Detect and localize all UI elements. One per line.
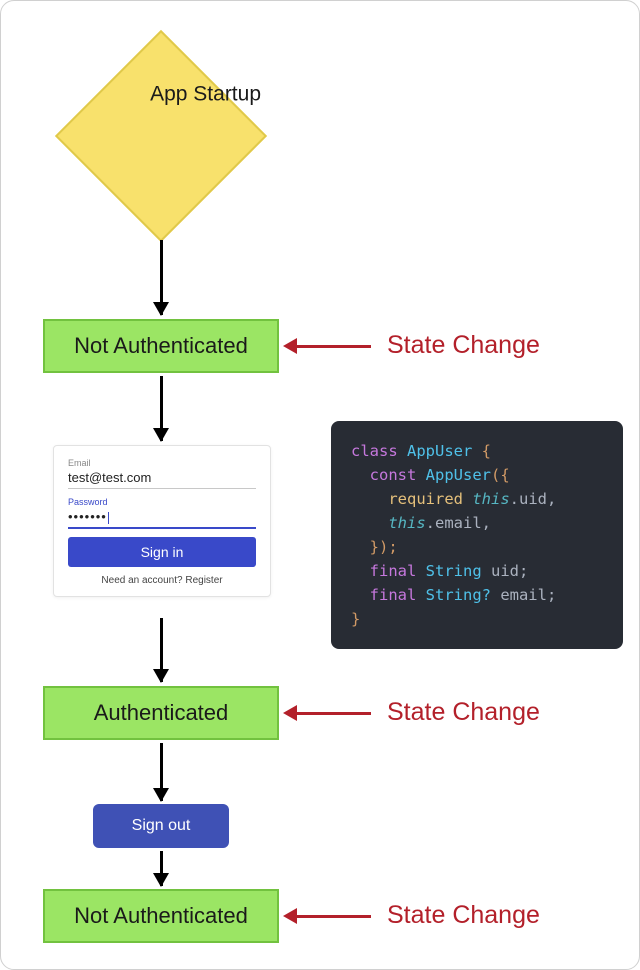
arrow-down-4	[160, 743, 163, 801]
flowchart-canvas: App Startup Not Authenticated Email test…	[0, 0, 640, 970]
node-authenticated-label: Authenticated	[94, 700, 229, 726]
signin-button[interactable]: Sign in	[68, 537, 256, 567]
arrow-down-3	[160, 618, 163, 682]
state-change-label-2: State Change	[387, 698, 540, 727]
state-change-arrow-1	[293, 345, 371, 348]
state-change-arrowhead-3	[283, 908, 297, 924]
code-snippet: class AppUser { const AppUser({ required…	[331, 421, 623, 649]
state-change-label-1: State Change	[387, 331, 540, 360]
node-authenticated: Authenticated	[43, 686, 279, 740]
register-link[interactable]: Need an account? Register	[68, 575, 256, 586]
signout-button[interactable]: Sign out	[93, 804, 229, 848]
email-label: Email	[68, 458, 256, 468]
password-field[interactable]: •••••••	[68, 509, 256, 529]
password-label: Password	[68, 497, 256, 507]
arrow-down-5	[160, 851, 163, 886]
email-field[interactable]: test@test.com	[68, 470, 256, 489]
state-change-arrow-2	[293, 712, 371, 715]
node-not-authenticated-1: Not Authenticated	[43, 319, 279, 373]
node-app-startup: App Startup	[55, 30, 267, 242]
state-change-arrowhead-2	[283, 705, 297, 721]
arrow-down-2	[160, 376, 163, 441]
state-change-label-3: State Change	[387, 901, 540, 930]
node-not-authenticated-2: Not Authenticated	[43, 889, 279, 943]
node-not-authenticated-1-label: Not Authenticated	[74, 333, 248, 359]
login-form: Email test@test.com Password ••••••• Sig…	[53, 445, 271, 597]
node-app-startup-label: App Startup	[131, 82, 281, 106]
signout-button-label: Sign out	[132, 817, 191, 835]
arrow-down-1	[160, 240, 163, 315]
state-change-arrow-3	[293, 915, 371, 918]
state-change-arrowhead-1	[283, 338, 297, 354]
node-not-authenticated-2-label: Not Authenticated	[74, 903, 248, 929]
